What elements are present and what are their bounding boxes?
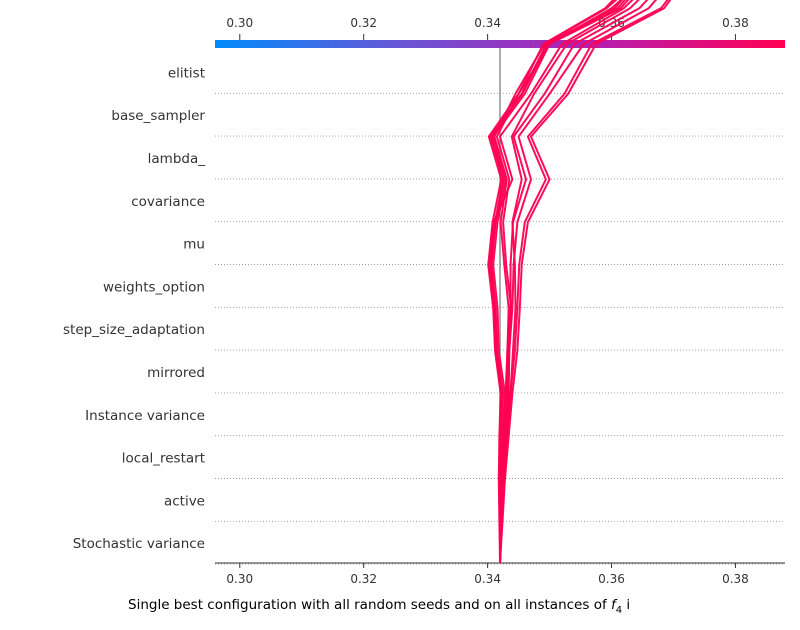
x-tick-label-top: 0.38 xyxy=(722,16,749,30)
feature-label: lambda_ xyxy=(148,151,206,167)
feature-label: Stochastic variance xyxy=(73,536,205,552)
feature-label: mu xyxy=(183,237,205,253)
feature-label: active xyxy=(164,493,205,509)
feature-label: covariance xyxy=(131,194,205,210)
decision-line xyxy=(487,0,615,564)
feature-label: local_restart xyxy=(122,451,205,467)
x-tick-label-bottom: 0.30 xyxy=(226,572,253,586)
x-tick-label-bottom: 0.32 xyxy=(350,572,377,586)
decision-line xyxy=(490,0,627,563)
decision-line xyxy=(488,0,634,563)
feature-label: elitist xyxy=(168,65,205,81)
x-tick-label-top: 0.32 xyxy=(350,16,377,30)
feature-label: base_sampler xyxy=(111,108,205,124)
x-tick-label-top: 0.30 xyxy=(226,16,253,30)
x-tick-label-bottom: 0.36 xyxy=(598,572,625,586)
x-axis-title: Single best configuration with all rando… xyxy=(128,597,630,616)
decision-line xyxy=(499,0,649,564)
x-tick-label-bottom: 0.38 xyxy=(722,572,749,586)
colorbar xyxy=(215,40,785,48)
decision-line xyxy=(499,0,669,564)
x-tick-label-top: 0.34 xyxy=(474,16,501,30)
feature-label: step_size_adaptation xyxy=(63,322,205,338)
decision-line xyxy=(499,0,658,564)
feature-label: weights_option xyxy=(103,279,205,295)
x-tick-label-bottom: 0.34 xyxy=(474,572,501,586)
feature-label: mirrored xyxy=(147,365,205,381)
feature-label: Instance variance xyxy=(85,408,205,424)
decision-line xyxy=(493,0,618,564)
